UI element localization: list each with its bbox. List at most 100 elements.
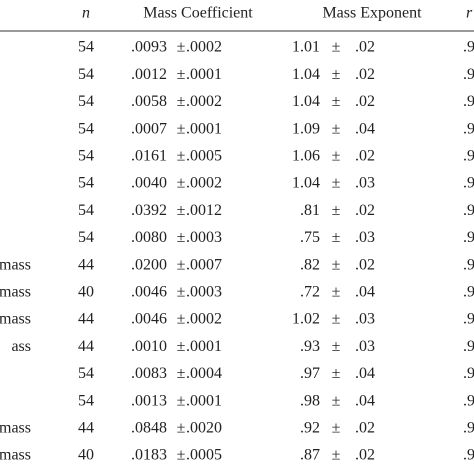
cell: ± [332,66,341,83]
cell: ± [332,392,341,409]
cell: .03 [355,338,375,355]
cell: .02 [355,419,375,436]
cell: 1.04 [292,66,320,83]
cell: mass [0,311,31,328]
cell: 44 [78,256,94,273]
cell: 1.01 [292,39,320,56]
cell: .97 [300,365,320,382]
cell: .04 [355,283,375,300]
cell: .04 [355,120,375,137]
cell: .98 [300,392,320,409]
cell: .9 [463,447,474,464]
cell: .0046 [131,283,167,300]
cell: .9 [463,311,474,328]
cell: .0012 [186,202,222,219]
cell: .9 [463,39,474,56]
cell: .92 [300,419,320,436]
cell: .02 [355,93,375,110]
cell: 54 [78,39,94,56]
cell: .72 [300,283,320,300]
cell: .03 [355,175,375,192]
cell: .9 [463,202,474,219]
cell: ± [332,93,341,110]
cell: 1.04 [292,93,320,110]
cell: .0183 [131,447,167,464]
cell: .9 [463,256,474,273]
cell: ± [177,419,186,436]
cell: ± [332,229,341,246]
cell: .04 [355,365,375,382]
cell: 1.02 [292,311,320,328]
cell: .93 [300,338,320,355]
cell: .04 [355,392,375,409]
cell: ± [332,338,341,355]
cell: 44 [78,311,94,328]
cell: .9 [463,392,474,409]
cell: ± [177,311,186,328]
cell: ± [177,365,186,382]
cell: .0046 [131,311,167,328]
cell: .02 [355,66,375,83]
cell: .0001 [186,66,222,83]
cell: ± [177,447,186,464]
cell: .87 [300,447,320,464]
cell: .9 [463,338,474,355]
cell: .0004 [186,365,222,382]
cell: .03 [355,311,375,328]
cell: .9 [463,365,474,382]
cell: ± [177,229,186,246]
cell: .0002 [186,311,222,328]
cell: mass [0,419,31,436]
cell: ± [332,447,341,464]
cell: mass [0,447,31,464]
cell: .82 [300,256,320,273]
cell: .9 [463,93,474,110]
cell: .0007 [131,120,167,137]
cell: .0080 [131,229,167,246]
cell: ± [177,120,186,137]
cell: 54 [78,93,94,110]
cell: ± [177,66,186,83]
cell: .75 [300,229,320,246]
cell: 54 [78,229,94,246]
cell: .0040 [131,175,167,192]
cell: 1.06 [292,147,320,164]
cell: 40 [78,283,94,300]
cell: ± [332,147,341,164]
cell: .02 [355,202,375,219]
cell: ± [332,39,341,56]
cell: ± [332,120,341,137]
cell: 40 [78,447,94,464]
cell: ± [332,175,341,192]
cell: .9 [463,283,474,300]
cell: ± [177,392,186,409]
column-header: Mass Exponent [322,5,422,22]
cell: ± [332,311,341,328]
cell: mass [0,283,31,300]
cell: ± [177,175,186,192]
cell: ± [177,147,186,164]
cell: 54 [78,202,94,219]
cell: .0005 [186,147,222,164]
cell: .0161 [131,147,167,164]
cell: mass [0,256,31,273]
cell: .0010 [131,338,167,355]
cell: 44 [78,338,94,355]
cell: .0848 [131,419,167,436]
cell: .02 [355,447,375,464]
cell: .0093 [131,39,167,56]
column-header: n [82,5,90,22]
cell: .0005 [186,447,222,464]
column-header: r [466,5,473,22]
cell: 44 [78,419,94,436]
cell: ± [177,202,186,219]
cell: .0001 [186,120,222,137]
column-header: Mass Coefficient [143,5,253,22]
cell: ± [177,256,186,273]
cell: ± [177,283,186,300]
cell: .0058 [131,93,167,110]
cell: 54 [78,175,94,192]
cell: ± [332,419,341,436]
cell: .0001 [186,392,222,409]
